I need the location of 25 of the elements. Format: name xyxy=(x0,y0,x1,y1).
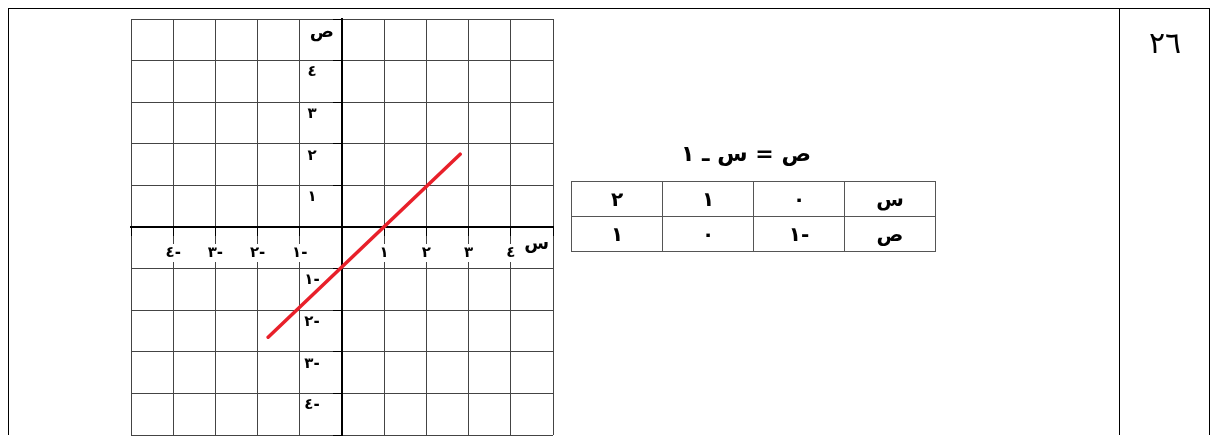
x-tick-label: ٣ xyxy=(464,242,474,261)
text: س xyxy=(844,181,936,217)
y-tick-label: ١- xyxy=(304,270,320,289)
y-tick-label: ٢- xyxy=(304,312,320,331)
text: ٢٦ xyxy=(1149,25,1182,60)
text: ص xyxy=(844,216,936,252)
x-axis-title: س xyxy=(524,232,549,253)
text: ص = س ـ ١ xyxy=(680,141,812,166)
x-tick-label: ٤ xyxy=(506,242,516,261)
x-tick-label: ٢- xyxy=(249,242,266,261)
y-tick-label: ٣ xyxy=(307,104,317,123)
x-tick-label: ٢ xyxy=(421,242,431,261)
text: ٢ xyxy=(571,181,663,217)
text: ٠ xyxy=(753,181,845,217)
x-tick-label: ٤- xyxy=(165,242,181,261)
y-tick-label: ٤- xyxy=(304,395,320,414)
y-axis-title: ص xyxy=(309,20,334,42)
text: ١ xyxy=(662,181,754,217)
x-tick-label: ١ xyxy=(379,242,389,261)
y-tick-label: ٤ xyxy=(307,62,317,81)
y-tick-label: ٢ xyxy=(307,145,317,164)
text: ٠ xyxy=(662,216,754,252)
y-tick-label: ٣- xyxy=(304,353,320,372)
x-tick-label: ٣- xyxy=(207,242,224,261)
y-tick-label: ١ xyxy=(307,187,317,206)
